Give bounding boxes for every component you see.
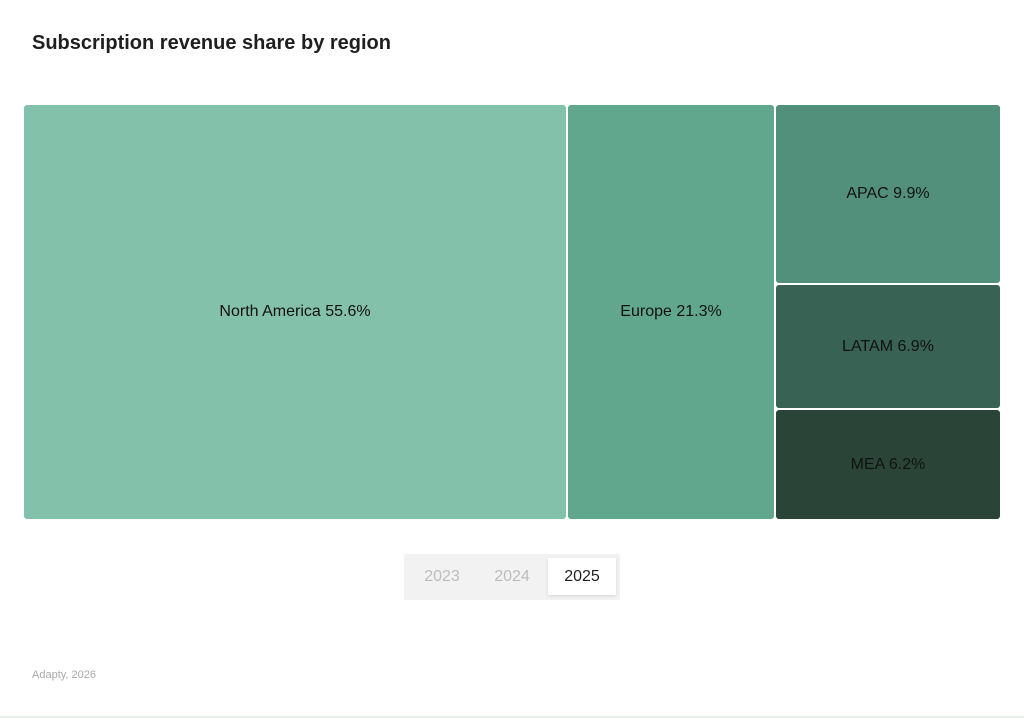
tile-label: APAC 9.9% [846, 185, 930, 202]
tile-north-america[interactable]: North America 55.6% [24, 105, 566, 519]
tile-europe[interactable]: Europe 21.3% [568, 105, 774, 519]
tab-2025[interactable]: 2025 [548, 558, 616, 595]
tile-latam[interactable]: LATAM 6.9% [776, 285, 1000, 408]
source-footer: Adapty, 2026 [32, 669, 97, 681]
tile-apac[interactable]: APAC 9.9% [776, 105, 1000, 283]
tile-label: Europe 21.3% [620, 303, 722, 320]
chart-title: Subscription revenue share by region [32, 32, 391, 54]
tile-label: North America 55.6% [219, 303, 371, 320]
tile-mea[interactable]: MEA 6.2% [776, 410, 1000, 519]
year-tabs: 2023 2024 2025 [404, 554, 620, 600]
tab-2023[interactable]: 2023 [424, 567, 460, 585]
tile-label: MEA 6.2% [850, 455, 926, 473]
tab-2024[interactable]: 2024 [494, 567, 530, 585]
bottom-divider [0, 716, 1024, 718]
tile-label: LATAM 6.9% [842, 337, 934, 355]
